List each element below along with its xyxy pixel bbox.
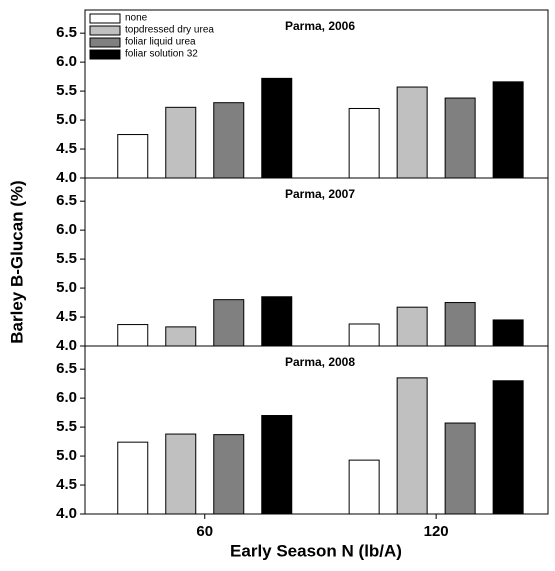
bar (348, 323, 380, 347)
bar (213, 102, 245, 179)
bar (261, 77, 293, 179)
bar (396, 306, 428, 347)
y-tick-label: 4.0 (56, 337, 77, 354)
bar (117, 441, 149, 515)
bar (444, 97, 476, 179)
y-tick-label: 4.5 (56, 140, 77, 157)
bar (396, 377, 428, 515)
bar (213, 299, 245, 347)
bar (165, 326, 197, 347)
bar (396, 86, 428, 179)
legend-swatch (89, 37, 121, 48)
y-tick-label: 5.0 (56, 279, 77, 296)
bar (213, 434, 245, 515)
y-axis-label: Barley B-Glucan (%) (7, 180, 26, 343)
y-tick-label: 6.5 (56, 192, 77, 209)
panel-title: Parma, 2007 (285, 187, 355, 201)
legend-swatch (89, 49, 121, 60)
bar (348, 107, 380, 179)
y-tick-label: 5.0 (56, 447, 77, 464)
panel-title: Parma, 2008 (285, 355, 355, 369)
legend-swatch (89, 13, 121, 24)
bar (492, 380, 524, 515)
x-axis-label: Early Season N (lb/A) (230, 541, 402, 560)
plot-frame (84, 177, 549, 347)
bar (492, 319, 524, 347)
x-tick-label: 120 (424, 523, 449, 540)
bar (261, 296, 293, 347)
bar (165, 433, 197, 515)
bar (444, 422, 476, 515)
panel-title: Parma, 2006 (285, 19, 355, 33)
legend-swatch (89, 25, 121, 36)
bar (492, 81, 524, 179)
y-tick-label: 5.0 (56, 111, 77, 128)
plot-frame (84, 345, 549, 515)
legend-label: topdressed dry urea (125, 25, 214, 36)
legend-label: none (125, 13, 148, 24)
x-tick-label: 60 (196, 523, 213, 540)
bar (117, 324, 149, 347)
y-tick-label: 6.0 (56, 53, 77, 70)
y-tick-label: 5.5 (56, 250, 77, 267)
y-tick-label: 4.5 (56, 476, 77, 493)
y-tick-label: 6.5 (56, 24, 77, 41)
y-tick-label: 4.0 (56, 169, 77, 186)
bar (165, 106, 197, 179)
bar (117, 134, 149, 179)
y-tick-label: 5.5 (56, 82, 77, 99)
legend-label: foliar liquid urea (125, 37, 196, 48)
legend-label: foliar solution 32 (125, 49, 198, 60)
y-tick-label: 6.0 (56, 221, 77, 238)
y-tick-label: 6.5 (56, 360, 77, 377)
y-tick-label: 5.5 (56, 418, 77, 435)
y-tick-label: 4.0 (56, 505, 77, 522)
y-tick-label: 4.5 (56, 308, 77, 325)
bar (348, 459, 380, 515)
bar (444, 302, 476, 347)
bar (261, 415, 293, 515)
y-tick-label: 6.0 (56, 389, 77, 406)
